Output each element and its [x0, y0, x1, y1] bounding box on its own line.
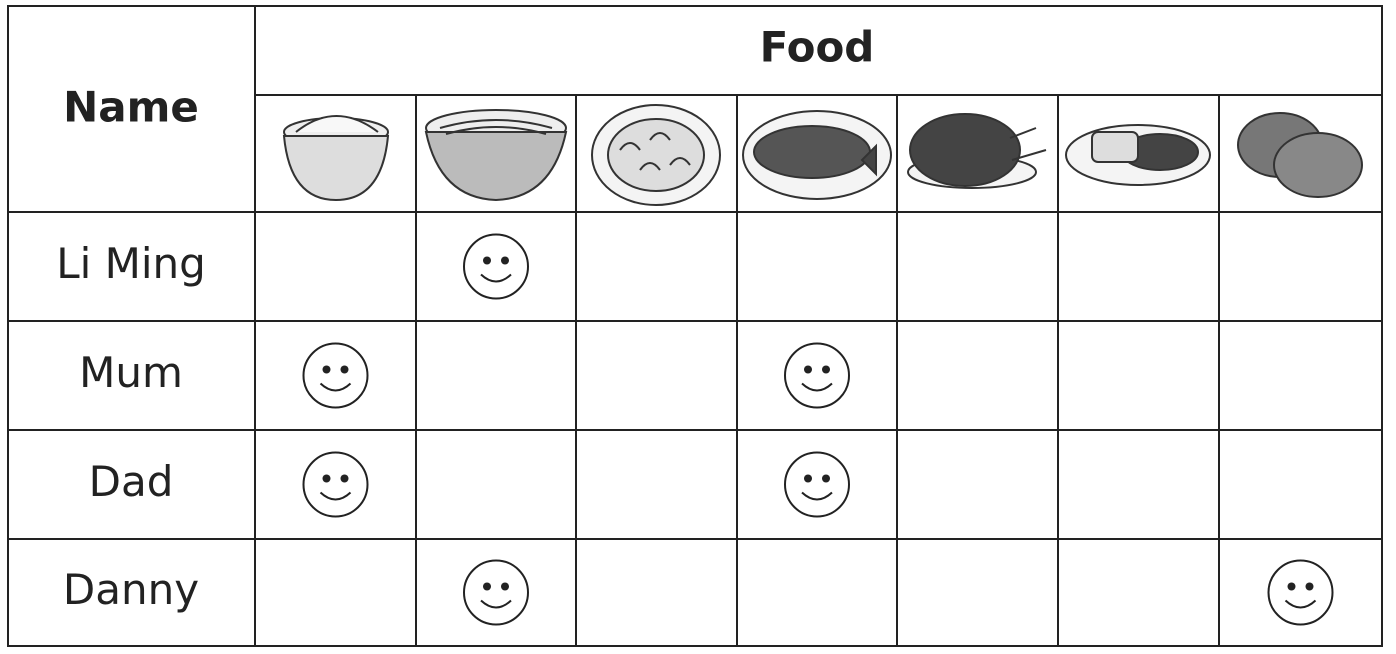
eggs-icon — [1237, 112, 1363, 198]
smiley-eye — [804, 365, 812, 374]
row-name: Mum — [79, 348, 183, 397]
smiley-mouth — [319, 382, 352, 392]
row-name: Li Ming — [56, 239, 206, 288]
smiley-eye — [804, 474, 812, 483]
smiley-face — [784, 342, 850, 409]
table-border — [7, 5, 1383, 647]
smiley-face — [1267, 559, 1334, 626]
smiley-eye — [822, 365, 830, 374]
chicken-icon — [907, 113, 1047, 189]
smiley-mouth — [801, 382, 833, 392]
smiley-eye — [340, 365, 349, 374]
rice-icon — [282, 115, 390, 202]
smiley-eye — [322, 365, 331, 374]
smiley-face — [463, 559, 529, 626]
fish-icon — [742, 110, 892, 200]
smiley-face — [784, 451, 850, 518]
row-name: Dad — [89, 457, 174, 506]
smiley — [463, 559, 529, 626]
dumplings-icon — [591, 104, 721, 206]
smiley-eye — [322, 474, 331, 483]
smiley-eye — [1287, 582, 1296, 591]
smiley — [784, 342, 850, 409]
smiley-eye — [501, 582, 509, 591]
row-name: Danny — [63, 565, 199, 614]
smiley-eye — [340, 474, 349, 483]
smiley-eye — [501, 256, 509, 265]
name-header: Name — [63, 83, 199, 132]
table-grid — [7, 5, 1383, 647]
smiley-mouth — [480, 273, 512, 283]
noodle-icon — [424, 109, 568, 202]
smiley — [302, 342, 369, 409]
smiley-face — [302, 451, 369, 518]
smiley-eye — [483, 582, 491, 591]
smiley-eye — [1305, 582, 1314, 591]
smiley — [784, 451, 850, 518]
smiley-mouth — [480, 599, 512, 609]
smiley-face — [302, 342, 369, 409]
food-header: Food — [760, 23, 875, 72]
smiley-eye — [483, 256, 491, 265]
meat-icon — [1065, 124, 1211, 186]
smiley-mouth — [319, 491, 352, 501]
smiley — [302, 451, 369, 518]
smiley-mouth — [801, 491, 833, 501]
smiley — [463, 233, 529, 300]
smiley-mouth — [1284, 599, 1317, 609]
smiley — [1267, 559, 1334, 626]
smiley-face — [463, 233, 529, 300]
smiley-eye — [822, 474, 830, 483]
